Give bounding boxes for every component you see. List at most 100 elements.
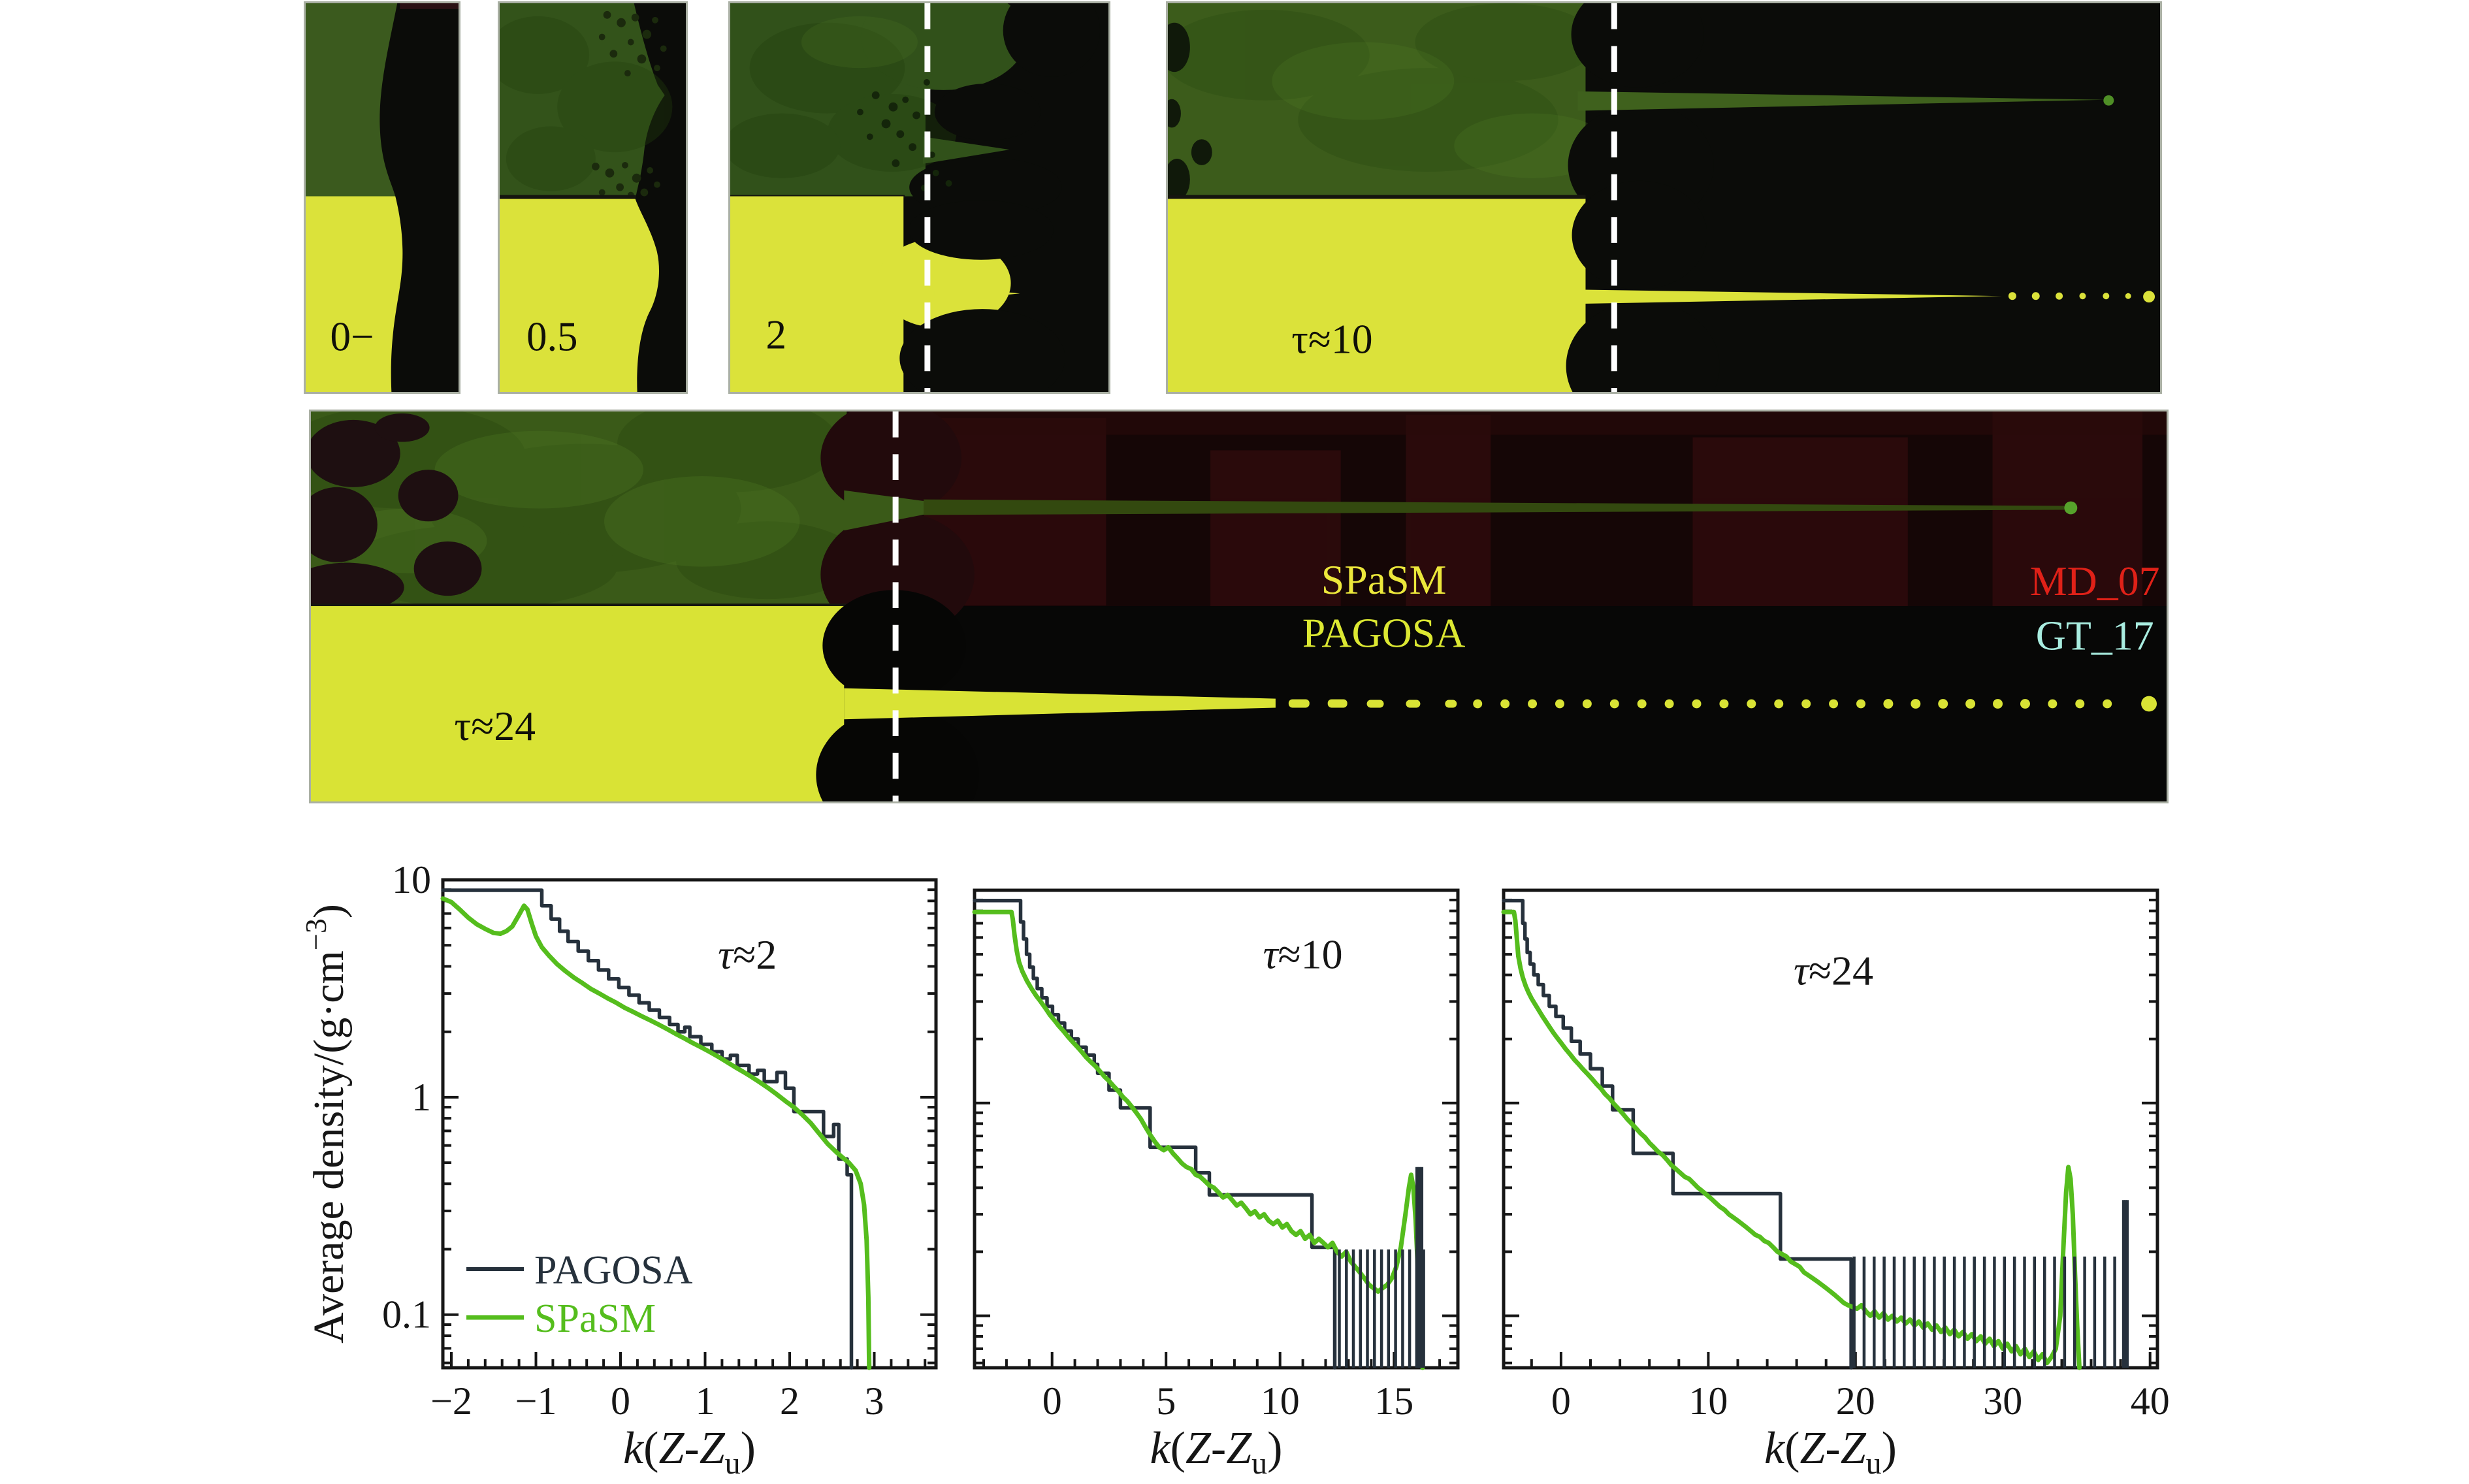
- x-axis-title: k(Z-Zu): [1150, 1423, 1283, 1481]
- series-pagosa: [1502, 898, 1853, 1370]
- panel-time-label: 0−: [331, 314, 374, 359]
- md-copper-region: [311, 411, 847, 607]
- ref-label-md07: MD_07: [2030, 558, 2160, 604]
- y-axis-title: Average density/(g·cm−3): [299, 904, 353, 1344]
- chart-density-tau24: 0 10 20 30 40 τ≈24 k(Z-Zu): [1501, 888, 2170, 1481]
- md-jet-tip: [2064, 501, 2078, 515]
- plot-frame: [441, 878, 938, 1370]
- svg-text:10: 10: [392, 858, 431, 901]
- snapshot-tau2-graphic: 2: [730, 3, 1108, 392]
- md-speckles: [856, 79, 952, 191]
- md-copper-region: [1168, 3, 1586, 195]
- bubble-mid: [934, 83, 1041, 141]
- svg-text:2: 2: [780, 1379, 799, 1423]
- md-texture: [500, 16, 673, 191]
- hydro-jet: [1577, 289, 2002, 304]
- y-axis: [975, 889, 1458, 1364]
- md-jet-root: [844, 490, 931, 531]
- y-axis: 10 1 0.1: [382, 858, 936, 1364]
- plot-frame: [973, 888, 1460, 1370]
- hydro-copper-region: [311, 606, 845, 801]
- series-pagosa: [441, 888, 854, 1370]
- md-tint-strip: [400, 3, 459, 9]
- snapshot-panel-tau10: τ≈10: [1166, 1, 2162, 394]
- snapshot-tau10-graphic: τ≈10: [1168, 3, 2160, 392]
- snapshot-panel-tau24: τ≈24 SPaSM PAGOSA MD_07 GT_17: [309, 410, 2169, 803]
- series-spasm: [972, 909, 1425, 1370]
- hydro-spike: [934, 285, 1020, 302]
- x-axis-title: k(Z-Zu): [623, 1423, 756, 1481]
- svg-text:15: 15: [1374, 1379, 1413, 1423]
- hydro-jet-droplets: [2008, 291, 2155, 303]
- bubble-hydro-bottom: [1566, 301, 1720, 392]
- snapshot-panel-tau0: 0−: [304, 1, 460, 394]
- svg-text:0: 0: [1551, 1379, 1571, 1423]
- series-spasm: [440, 896, 872, 1370]
- svg-text:3: 3: [865, 1379, 884, 1423]
- bubble-lower: [909, 157, 1062, 218]
- bubble-top: [1571, 3, 1704, 88]
- code-label-pagosa: PAGOSA: [1302, 610, 1466, 656]
- md-jet: [924, 499, 2065, 515]
- snapshot-tau24-graphic: τ≈24 SPaSM PAGOSA MD_07 GT_17: [311, 411, 2167, 801]
- breakup-comb-pagosa: [1415, 1167, 1424, 1368]
- bubble-hydro-bottom: [899, 309, 1065, 392]
- ref-label-gt17: GT_17: [2036, 613, 2154, 659]
- svg-text:1: 1: [412, 1076, 431, 1119]
- y-axis: [1504, 889, 2157, 1364]
- hydro-copper-region: [1168, 199, 1586, 392]
- bubble-top: [1003, 3, 1101, 78]
- panel-time-label: 0.5: [526, 314, 577, 359]
- interface-seam: [311, 604, 847, 607]
- snapshot-panel-tau05: 0.5: [498, 1, 688, 394]
- hydro-copper-region: [730, 196, 904, 392]
- md-voids: [311, 413, 482, 612]
- legend-label-spasm: SPaSM: [534, 1297, 656, 1341]
- breakup-comb-pagosa: [1852, 1256, 2116, 1368]
- legend-label-pagosa: PAGOSA: [534, 1248, 693, 1293]
- svg-text:10: 10: [1688, 1379, 1728, 1423]
- svg-text:−2: −2: [430, 1379, 472, 1423]
- breakup-comb-pagosa: [1338, 1249, 1425, 1368]
- md-texture-light: [330, 430, 800, 573]
- interface-seam: [500, 195, 636, 199]
- md-spike: [922, 137, 1010, 164]
- svg-text:0.1: 0.1: [382, 1293, 431, 1336]
- svg-text:30: 30: [1983, 1379, 2022, 1423]
- md-copper-region: [306, 3, 398, 197]
- interface-seam: [1168, 195, 1586, 199]
- bubble-hydro-top: [1572, 180, 1707, 290]
- panel-time-label: τ≈10: [1291, 316, 1372, 363]
- hydro-jet: [844, 688, 1276, 720]
- time-annotation: τ≈24: [1794, 948, 1873, 994]
- bubble-top: [820, 411, 961, 515]
- md-copper-region: [500, 3, 665, 197]
- hydro-copper-region: [500, 199, 660, 392]
- panel-time-label: τ≈24: [455, 703, 536, 749]
- md-jet-tip: [2103, 95, 2114, 106]
- hydro-copper-region: [306, 196, 403, 392]
- hydro-jet-droplets: [1288, 696, 2157, 712]
- md-texture: [311, 411, 859, 609]
- x-axis-title: k(Z-Zu): [1764, 1423, 1897, 1481]
- svg-text:0: 0: [1042, 1379, 1062, 1423]
- svg-text:40: 40: [2131, 1379, 2170, 1423]
- chart-density-tau10: 0 5 10 15 τ≈10 k(Z-Zu): [972, 888, 1460, 1481]
- svg-text:20: 20: [1836, 1379, 1875, 1423]
- snapshot-panel-tau2: 2: [728, 1, 1110, 394]
- md-voids: [1168, 22, 1212, 201]
- svg-text:0: 0: [611, 1379, 630, 1423]
- bubble-hydro-top: [909, 200, 1054, 260]
- svg-text:10: 10: [1261, 1379, 1300, 1423]
- svg-text:1: 1: [696, 1379, 715, 1423]
- code-label-spasm: SPaSM: [1321, 556, 1447, 603]
- md-texture: [1168, 3, 1598, 172]
- svg-text:5: 5: [1156, 1379, 1176, 1423]
- md-texture-light: [801, 16, 918, 69]
- x-axis: −2 −1 0 1 2 3: [430, 1352, 927, 1423]
- snapshot-tau05-graphic: 0.5: [500, 3, 686, 392]
- svg-text:−1: −1: [515, 1379, 557, 1423]
- breakup-comb-pagosa: [2122, 1200, 2129, 1368]
